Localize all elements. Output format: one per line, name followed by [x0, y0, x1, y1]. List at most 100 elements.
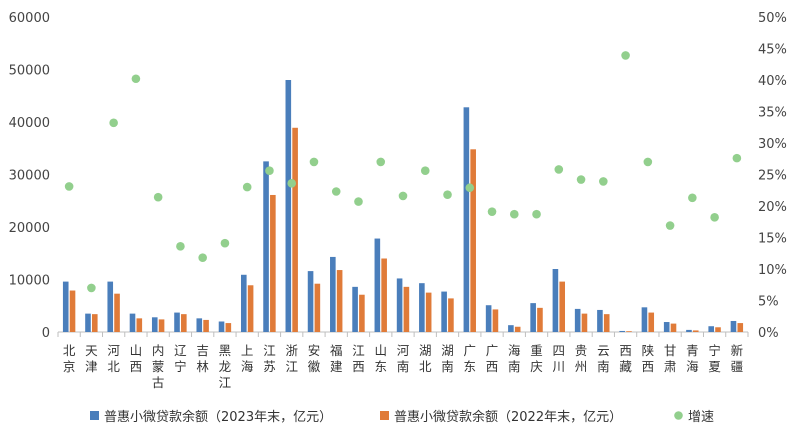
category-label-char: 宁	[174, 359, 187, 374]
y-right-tick-label: 30%	[758, 137, 787, 152]
category-label-char: 夏	[708, 359, 721, 374]
category-label-char: 东	[464, 359, 477, 374]
growth-point	[220, 238, 230, 248]
category-label-char: 安	[308, 343, 321, 358]
growth-point	[554, 165, 564, 174]
bar-2022	[136, 318, 143, 332]
bar-2022	[626, 331, 632, 332]
growth-point	[576, 175, 586, 184]
bar-2023	[597, 309, 603, 332]
bar-2022	[381, 258, 387, 332]
bar-2023	[151, 317, 158, 332]
bar-2022	[91, 314, 98, 332]
bar-2022	[715, 327, 721, 332]
category-label-char: 西	[619, 343, 632, 358]
growth-point	[532, 209, 541, 219]
bar-2023	[708, 326, 715, 332]
y-right-tick-label: 15%	[758, 232, 787, 247]
y-right-tick-label: 20%	[758, 200, 787, 215]
legend-label: 普惠小微贷款余额（2022年末，亿元）	[394, 409, 622, 425]
legend-label: 普惠小微贷款余额（2023年末，亿元）	[104, 409, 332, 425]
y-left-tick-label: 30000	[9, 169, 50, 184]
bar-2023	[508, 325, 514, 332]
category-label-char: 浙	[285, 343, 298, 358]
y-right-tick-label: 0%	[758, 326, 779, 341]
bar-2023	[574, 308, 581, 332]
category-label-char: 山	[130, 343, 143, 358]
category-label-char: 江	[219, 375, 232, 390]
bar-2023	[419, 283, 425, 332]
bar-2023	[530, 303, 536, 332]
growth-dots-layer	[64, 51, 742, 293]
bar-2023	[330, 256, 336, 332]
growth-point	[376, 157, 386, 167]
category-label-char: 四	[553, 343, 566, 358]
growth-point	[198, 253, 207, 262]
y-right-tick-label: 25%	[758, 169, 787, 184]
category-label-char: 南	[441, 359, 454, 374]
bar-2022	[69, 290, 76, 332]
y-right-tick-label: 50%	[758, 11, 787, 26]
category-label-char: 新	[731, 343, 744, 358]
category-label-char: 河	[107, 343, 120, 358]
category-label-char: 山	[374, 343, 387, 358]
y-left-tick-label: 40000	[9, 116, 50, 131]
growth-point	[509, 209, 519, 219]
bar-2022	[403, 286, 410, 332]
category-label-char: 陕	[642, 343, 655, 358]
category-label-char: 藏	[619, 359, 632, 374]
category-label-char: 西	[642, 359, 655, 374]
bar-2022	[559, 281, 566, 332]
category-label-char: 蒙	[152, 359, 165, 374]
bar-2023	[352, 286, 358, 332]
category-label-char: 西	[486, 359, 499, 374]
growth-point	[487, 207, 497, 216]
bar-2023	[641, 307, 648, 332]
category-label-char: 甘	[664, 343, 677, 358]
bar-2022	[292, 127, 298, 333]
growth-point	[443, 190, 452, 199]
category-label-char: 重	[530, 343, 543, 358]
bar-2022	[692, 330, 699, 332]
category-label-char: 州	[575, 359, 588, 374]
category-label-char: 苏	[263, 359, 276, 374]
category-label-char: 北	[63, 343, 76, 358]
category-label-char: 古	[152, 375, 165, 390]
category-label-char: 海	[686, 359, 699, 374]
y-left-tick-label: 60000	[9, 11, 50, 26]
legend-swatch	[674, 411, 683, 420]
bar-2023	[463, 107, 470, 332]
y-right-tick-label: 10%	[758, 263, 787, 278]
bar-2023	[129, 313, 136, 332]
y-right-tick-label: 40%	[758, 74, 787, 89]
bar-2022	[581, 313, 588, 332]
category-label-char: 辽	[174, 343, 187, 358]
category-label-char: 南	[597, 359, 610, 374]
category-label-char: 湖	[419, 343, 432, 358]
bar-2023	[552, 269, 559, 332]
growth-point	[599, 177, 608, 186]
y-left-tick-label: 50000	[9, 64, 50, 79]
bar-2022	[314, 283, 321, 332]
bar-2023	[619, 330, 625, 332]
bar-2022	[336, 270, 343, 332]
category-label-char: 西	[352, 359, 365, 374]
bar-2022	[181, 314, 187, 332]
category-label-char: 黑	[219, 343, 232, 358]
bar-2023	[85, 313, 91, 332]
bar-2022	[492, 309, 499, 332]
legend-label: 增速	[688, 410, 714, 425]
bar-2023	[285, 80, 292, 332]
growth-point	[420, 166, 430, 176]
growth-point	[131, 74, 141, 84]
y-right-tick-label: 45%	[758, 43, 787, 58]
bar-2022	[470, 149, 476, 332]
bar-2023	[730, 320, 737, 332]
y-left-tick-label: 0	[42, 326, 50, 341]
legend-swatch	[380, 411, 389, 420]
growth-point	[688, 193, 697, 203]
category-label-char: 北	[419, 359, 432, 374]
bar-2022	[247, 285, 254, 332]
